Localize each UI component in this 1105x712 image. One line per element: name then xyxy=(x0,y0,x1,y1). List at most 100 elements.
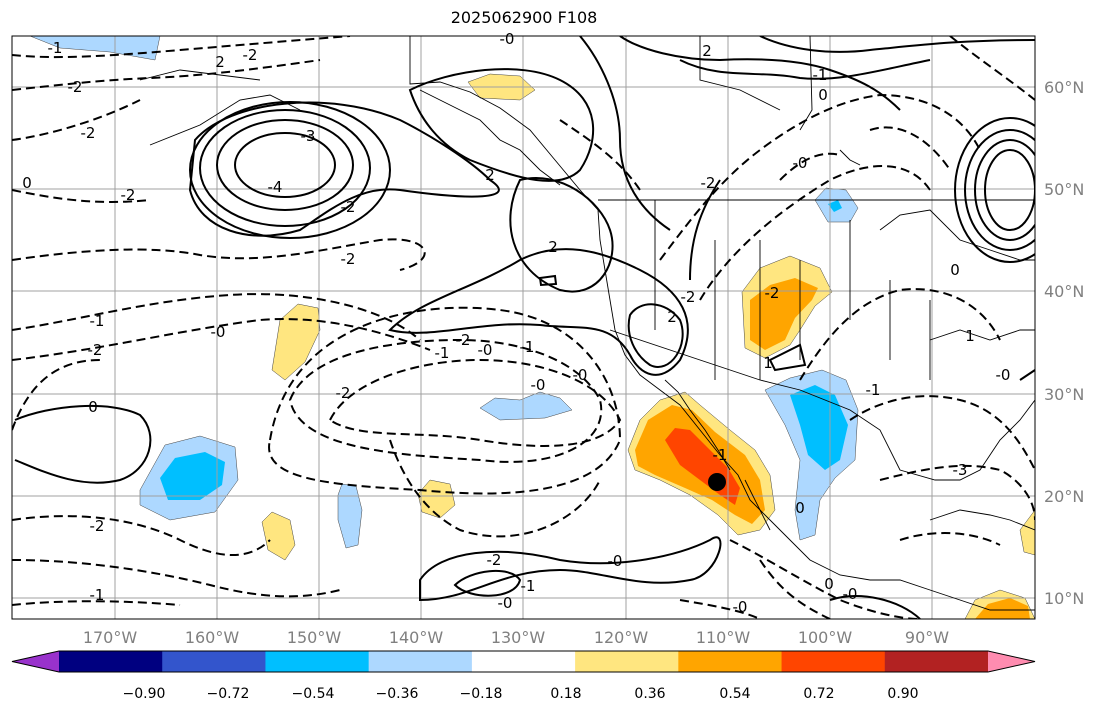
contour-label: -2 xyxy=(88,341,103,359)
lon-label: 140°W xyxy=(389,628,444,647)
contour-label: -1 xyxy=(48,39,63,57)
contour-label: -4 xyxy=(268,178,283,196)
contour-label: -0 xyxy=(793,154,808,172)
contour-label: -1 xyxy=(90,312,105,330)
dashed-contours xyxy=(12,36,1035,619)
contour-label: -1 xyxy=(866,381,881,399)
contour-label: -1 xyxy=(435,344,450,362)
lon-label: 170°W xyxy=(83,628,138,647)
colorbar-tick-label: −0.90 xyxy=(123,686,166,702)
contour-label: -1 xyxy=(713,446,728,464)
contour-label: -0 xyxy=(608,552,623,570)
contour-label: -0 xyxy=(211,323,226,341)
shade-yellow xyxy=(261,511,296,561)
contour-label: -2 xyxy=(681,288,696,306)
contour-label: -2 xyxy=(68,78,83,96)
contour-label: -2 xyxy=(701,174,716,192)
lat-label: 20°N xyxy=(1044,487,1084,506)
solid-contours xyxy=(14,36,1035,619)
colorbar-segment xyxy=(575,651,679,672)
contour-label: 1 xyxy=(763,354,773,372)
colorbar-segment xyxy=(884,651,989,672)
contour-label: -1 xyxy=(521,577,536,595)
coastlines xyxy=(139,36,1035,611)
contour-label: -0 xyxy=(478,341,493,359)
map-title: 2025062900 F108 xyxy=(450,8,598,27)
contour-label: 2 xyxy=(667,308,677,326)
contour-label: -3 xyxy=(953,461,968,479)
contour-label: 2 xyxy=(702,42,712,60)
lon-label: 130°W xyxy=(491,628,546,647)
contour-label: -0 xyxy=(733,598,748,616)
shade-light-blue xyxy=(479,391,573,421)
shade-orange xyxy=(750,278,818,350)
shading-layer xyxy=(29,36,1035,619)
colorbar-tick-label: 0.18 xyxy=(550,686,581,702)
contour-label: 0 xyxy=(22,174,32,192)
colorbar-extend-high xyxy=(988,651,1035,672)
contour-label: 0 xyxy=(824,575,834,593)
colorbar-tick-label: −0.72 xyxy=(207,686,250,702)
contour-label: -0 xyxy=(531,376,546,394)
shade-cyan xyxy=(160,452,225,500)
map-border xyxy=(11,35,1036,620)
contour-label: 0 xyxy=(795,499,805,517)
shade-cyan xyxy=(828,200,842,212)
contour-label: -1 xyxy=(90,586,105,604)
contour-label: -2 xyxy=(487,551,502,569)
storm-location-marker xyxy=(708,473,726,491)
contour-label: -3 xyxy=(301,127,316,145)
lat-label: 60°N xyxy=(1044,78,1084,97)
contour-label: -2 xyxy=(121,186,136,204)
lat-label: 10°N xyxy=(1044,589,1084,608)
contour-label: 2 xyxy=(215,53,225,71)
contour-label: -0 xyxy=(843,585,858,603)
lat-label: 40°N xyxy=(1044,282,1084,301)
contour-label: -2 xyxy=(81,124,96,142)
colorbar-segment xyxy=(265,651,370,672)
shade-light-blue xyxy=(337,483,363,549)
colorbar-tick-label: −0.18 xyxy=(460,686,503,702)
colorbar-tick-label: 0.36 xyxy=(634,686,665,702)
lat-label: 50°N xyxy=(1044,180,1084,199)
contour-label: -2 xyxy=(336,384,351,402)
contour-label: 2 xyxy=(485,166,495,184)
contour-label: 0 xyxy=(950,261,960,279)
shade-yellow xyxy=(1019,509,1035,556)
colorbar-tick-label: 0.54 xyxy=(719,686,750,702)
colorbar-tick-label: 0.90 xyxy=(887,686,918,702)
lon-label: 120°W xyxy=(594,628,649,647)
lon-label: 100°W xyxy=(798,628,853,647)
lon-axis: 170°W 160°W 150°W 140°W 130°W 120°W 110°… xyxy=(83,628,949,647)
contour-label: -1 xyxy=(813,66,828,84)
colorbar-segment xyxy=(471,651,576,672)
lon-label: 150°W xyxy=(287,628,342,647)
colorbar-tick-label: −0.54 xyxy=(292,686,335,702)
contour-label: -0 xyxy=(500,30,515,48)
lat-axis: 60°N 50°N 40°N 30°N 20°N 10°N xyxy=(1044,78,1084,608)
shade-yellow xyxy=(417,479,456,519)
lon-label: 160°W xyxy=(185,628,240,647)
graticule xyxy=(12,36,1035,619)
contour-label: 2 xyxy=(548,238,558,256)
colorbar-tick-label: 0.72 xyxy=(803,686,834,702)
contour-labels: -1-22 -2-02-10-2-2-3-4-2-2-120-02-2-2-1 -0… xyxy=(22,30,1010,616)
colorbar-segment xyxy=(59,651,163,672)
contour-label: -2 xyxy=(456,331,471,349)
contour-label: -2 xyxy=(341,250,356,268)
colorbar-extend-low xyxy=(12,651,59,672)
contour-label: -2 xyxy=(341,198,356,216)
contour-label: -1 xyxy=(520,338,535,356)
contour-label: -2 xyxy=(90,517,105,535)
contour-label: -0 xyxy=(573,366,588,384)
colorbar-ticks: −0.90 −0.72 −0.54 −0.36 −0.18 0.18 0.36 … xyxy=(123,686,919,702)
contour-label: -2 xyxy=(765,284,780,302)
lat-label: 30°N xyxy=(1044,385,1084,404)
lon-label: 110°W xyxy=(696,628,751,647)
colorbar-segment xyxy=(781,651,886,672)
shade-cyan xyxy=(790,385,848,470)
contour-label: 0 xyxy=(818,86,828,104)
contour-label: -0 xyxy=(498,594,513,612)
colorbar-outline xyxy=(11,650,1036,673)
